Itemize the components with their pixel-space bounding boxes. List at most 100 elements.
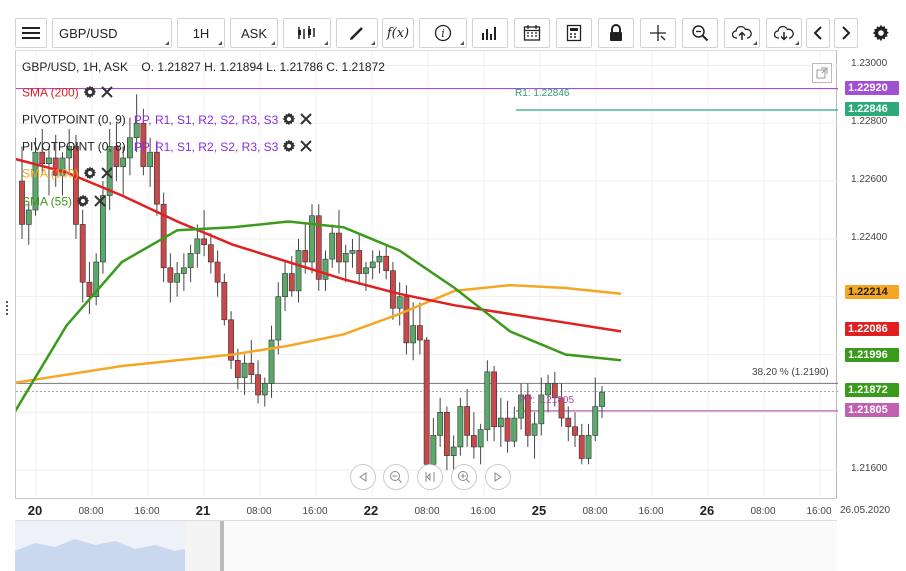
- price-tick: 1.22800: [851, 116, 888, 128]
- price-label: 1.21805: [845, 402, 899, 417]
- time-tick: 16:00: [470, 506, 496, 517]
- time-tick: 08:00: [246, 506, 272, 517]
- gear-icon[interactable]: [83, 85, 97, 102]
- close-icon[interactable]: [100, 86, 113, 101]
- draw-tools-button[interactable]: [336, 18, 378, 48]
- candle-body: [201, 238, 207, 245]
- navigator-strip[interactable]: [15, 520, 837, 571]
- candle-body: [302, 250, 309, 263]
- candle-body: [383, 255, 390, 271]
- candle-body: [167, 267, 174, 283]
- price-label: 1.21996: [845, 347, 899, 362]
- zoom-icon: [692, 25, 709, 42]
- zoom-out-button[interactable]: [383, 464, 409, 490]
- navigator-handle[interactable]: [220, 521, 224, 571]
- time-tick: 08:00: [750, 506, 776, 517]
- chevron-left-icon: [813, 26, 822, 40]
- candle-body: [73, 146, 79, 225]
- time-day-tick: 20: [27, 503, 43, 518]
- indicators-button[interactable]: f(x): [382, 18, 414, 48]
- pp-label: PP: 1.21805: [519, 395, 575, 406]
- pan-left-button[interactable]: [350, 464, 376, 490]
- popout-button[interactable]: [812, 63, 832, 83]
- candle-body: [430, 435, 437, 465]
- download-button[interactable]: [766, 18, 802, 48]
- fib-label: 38.20 % (1.2190): [752, 367, 829, 378]
- candle-body: [511, 417, 518, 442]
- time-tick: 16:00: [134, 506, 160, 517]
- gear-icon[interactable]: [76, 194, 90, 211]
- lock-icon: [610, 24, 622, 41]
- time-tick: 16:00: [806, 506, 832, 517]
- time-day-tick: 26: [699, 503, 715, 518]
- close-icon[interactable]: [94, 195, 106, 210]
- candle-body: [66, 146, 73, 159]
- candle-body: [180, 267, 187, 274]
- indicator-row[interactable]: PIVOTPOINT (0, 8) PP, R1, S1, R2, S2, R3,…: [22, 139, 313, 156]
- candle-body: [234, 359, 241, 378]
- price-type-selector[interactable]: ASK: [230, 18, 278, 48]
- zoom-in-button[interactable]: [451, 464, 477, 490]
- candle-body: [538, 394, 545, 425]
- indicator-row[interactable]: SMA (200): [22, 85, 113, 102]
- gear-icon[interactable]: [83, 166, 97, 183]
- info-icon: i: [434, 24, 452, 42]
- price-tick: 1.22600: [851, 174, 888, 186]
- close-icon[interactable]: [300, 113, 313, 128]
- indicator-name: PIVOTPOINT (0, 8): [22, 139, 126, 154]
- symbol-selector[interactable]: GBP/USD: [52, 18, 172, 48]
- calculator-button[interactable]: [556, 18, 592, 48]
- candle-body: [39, 151, 46, 165]
- candle-body: [194, 238, 201, 254]
- crosshair-button[interactable]: [640, 18, 676, 48]
- indicator-row[interactable]: PIVOTPOINT (0, 9) PP, R1, S1, R2, S2, R3,…: [22, 112, 313, 129]
- calendar-button[interactable]: [514, 18, 550, 48]
- settings-button[interactable]: [866, 18, 896, 48]
- upload-button[interactable]: [724, 18, 760, 48]
- calendar-icon: [523, 25, 541, 41]
- candle-body: [32, 151, 39, 211]
- candle-body: [113, 146, 120, 167]
- reset-zoom-button[interactable]: [417, 464, 443, 490]
- candle-body: [322, 258, 329, 280]
- candle-body: [255, 374, 261, 396]
- candle-body: [59, 157, 66, 176]
- zoom-button[interactable]: [682, 18, 718, 48]
- chart-type-button[interactable]: [283, 18, 331, 48]
- scroll-right-button[interactable]: [834, 18, 858, 48]
- time-axis[interactable]: 20 08:00 16:00 21 08:00 16:00 22 08:00 16:00 25 08…: [15, 498, 837, 520]
- candle-body: [565, 417, 572, 428]
- candle-body: [127, 137, 133, 159]
- candle-body: [585, 435, 592, 459]
- indicator-name: SMA (55): [22, 194, 73, 209]
- timeframe-selector[interactable]: 1H: [177, 18, 225, 48]
- close-icon[interactable]: [100, 167, 113, 182]
- menu-button[interactable]: [15, 18, 47, 48]
- price-axis[interactable]: 1.230001.228001.226001.224001.222001.220…: [837, 50, 906, 498]
- candle-body: [504, 417, 511, 442]
- candle-body: [342, 253, 349, 263]
- lock-button[interactable]: [598, 18, 634, 48]
- time-tick: 16:00: [638, 506, 664, 517]
- gear-icon[interactable]: [282, 139, 296, 156]
- indicator-row[interactable]: SMA (55): [22, 194, 106, 211]
- info-button[interactable]: i: [419, 18, 467, 48]
- indicator-lines: PP, R1, S1, R2, S2, R3, S3: [133, 139, 279, 154]
- price-label: 1.22846: [845, 101, 899, 116]
- indicator-row[interactable]: SMA (100): [22, 166, 113, 183]
- scroll-left-button[interactable]: [806, 18, 830, 48]
- candle-body: [349, 250, 356, 254]
- candle-body: [86, 281, 93, 297]
- gear-icon[interactable]: [282, 112, 296, 129]
- date-label: 26.05.2020: [840, 505, 891, 516]
- close-icon[interactable]: [300, 140, 313, 155]
- resize-handle[interactable]: [4, 300, 10, 316]
- price-label: 1.22214: [845, 284, 899, 299]
- price-tick: 1.21600: [851, 463, 888, 475]
- candle-body: [214, 261, 221, 283]
- candle-body: [457, 406, 464, 448]
- candle-body: [390, 270, 396, 309]
- volume-button[interactable]: [472, 18, 508, 48]
- pan-right-button[interactable]: [485, 464, 511, 490]
